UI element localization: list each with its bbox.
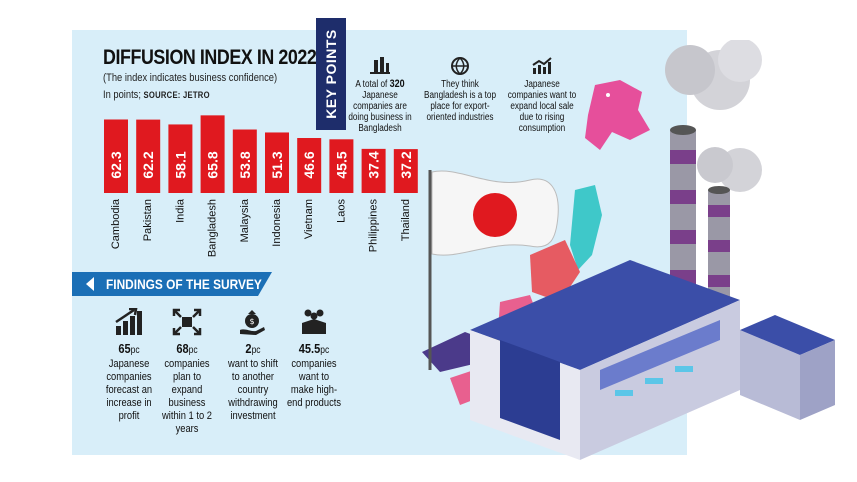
value-label-cambodia: 62.3 — [108, 151, 124, 178]
key-point-1-text: A total of 320 Japanese companies are do… — [348, 78, 412, 135]
category-label-india: India — [174, 198, 186, 223]
bar-indonesia — [265, 132, 289, 193]
value-label-thailand: 37.2 — [398, 151, 414, 178]
finding-3-text: want to shift to another country withdra… — [228, 358, 278, 422]
value-label-india: 58.1 — [172, 151, 188, 178]
finding-4: 45.5pc companies want to make high-end p… — [282, 308, 346, 410]
people-box-icon — [302, 309, 326, 334]
source-label: SOURCE: JETRO — [143, 90, 210, 100]
value-label-bangladesh: 65.8 — [205, 151, 221, 178]
bar-cambodia — [104, 119, 128, 193]
globe-icon — [451, 57, 469, 75]
chart-unit-source: In points; SOURCE: JETRO — [103, 89, 210, 101]
value-label-malaysia: 53.8 — [237, 151, 253, 178]
svg-text:$: $ — [249, 317, 254, 326]
bar-growth-icon — [115, 308, 142, 335]
expand-icon — [172, 308, 202, 336]
chart-title: DIFFUSION INDEX IN 2022 — [103, 46, 317, 69]
key-point-3-text: Japanese companies want to expand local … — [507, 79, 577, 134]
bar-chart: 62.3 Cambodia 62.2 Pakistan 58.1 India 65.8 Ban… — [104, 115, 418, 257]
category-label-thailand: Thailand — [400, 199, 412, 241]
category-label-pakistan: Pakistan — [142, 199, 154, 241]
category-label-laos: Laos — [335, 199, 347, 223]
bar-vietnam — [297, 138, 322, 193]
category-label-indonesia: Indonesia — [271, 198, 283, 247]
bar-thailand — [393, 149, 418, 193]
finding-4-text: companies want to make high-end products — [286, 358, 342, 409]
bar-india — [168, 124, 193, 193]
factory — [470, 40, 835, 460]
findings-banner — [72, 272, 272, 296]
category-label-vietnam: Vietnam — [303, 199, 315, 239]
key-point-2-text: They think Bangladesh is a top place for… — [423, 79, 497, 123]
category-label-cambodia: Cambodia — [110, 198, 122, 249]
japan-factory-illustration — [422, 40, 835, 460]
category-label-malaysia: Malaysia — [239, 198, 251, 242]
value-label-laos: 45.5 — [333, 151, 349, 178]
value-label-vietnam: 46.6 — [301, 151, 317, 178]
finding-2-text: companies plan to expand business within… — [162, 358, 212, 435]
finding-2-value: 68pc — [176, 341, 198, 357]
key-points-tab — [316, 18, 346, 130]
finding-2: 68pc companies plan to expand business w… — [155, 308, 219, 436]
category-label-philippines: Philippines — [368, 199, 380, 253]
finding-1-text: Japanese companies forecast an increase … — [105, 358, 153, 422]
key-point-3: Japanese companies want to expand local … — [497, 57, 587, 134]
bar-malaysia — [232, 129, 257, 193]
finding-3: $ 2pc want to shift to another country w… — [221, 308, 285, 423]
growth-chart-icon — [532, 57, 552, 74]
money-bag-hand-icon: $ — [240, 310, 265, 335]
key-point-2: They think Bangladesh is a top place for… — [415, 57, 505, 123]
chart-subtitle: (The index indicates business confidence… — [103, 72, 278, 84]
findings-banner-text-wrap: FINDINGS OF THE SURVEY — [72, 272, 272, 296]
bar-philippines — [361, 148, 386, 193]
key-point-1: A total of 320 Japanese companies are do… — [335, 57, 425, 134]
bar-pakistan — [136, 119, 161, 193]
finding-1: 65pc Japanese companies forecast an incr… — [97, 308, 161, 423]
unit-prefix: In points; — [103, 89, 141, 101]
findings-title: FINDINGS OF THE SURVEY — [106, 276, 262, 292]
value-label-philippines: 37.4 — [366, 151, 382, 178]
japan-flag — [428, 170, 559, 370]
finding-1-value: 65pc — [118, 341, 140, 357]
value-label-pakistan: 62.2 — [140, 151, 156, 178]
bar-bangladesh — [200, 115, 225, 193]
bar-laos — [329, 139, 354, 193]
finding-3-value: 2pc — [245, 341, 261, 357]
value-label-indonesia: 51.3 — [269, 151, 285, 178]
category-label-bangladesh: Bangladesh — [207, 199, 219, 257]
building-icon — [370, 57, 390, 74]
finding-4-value: 45.5pc — [298, 341, 330, 357]
